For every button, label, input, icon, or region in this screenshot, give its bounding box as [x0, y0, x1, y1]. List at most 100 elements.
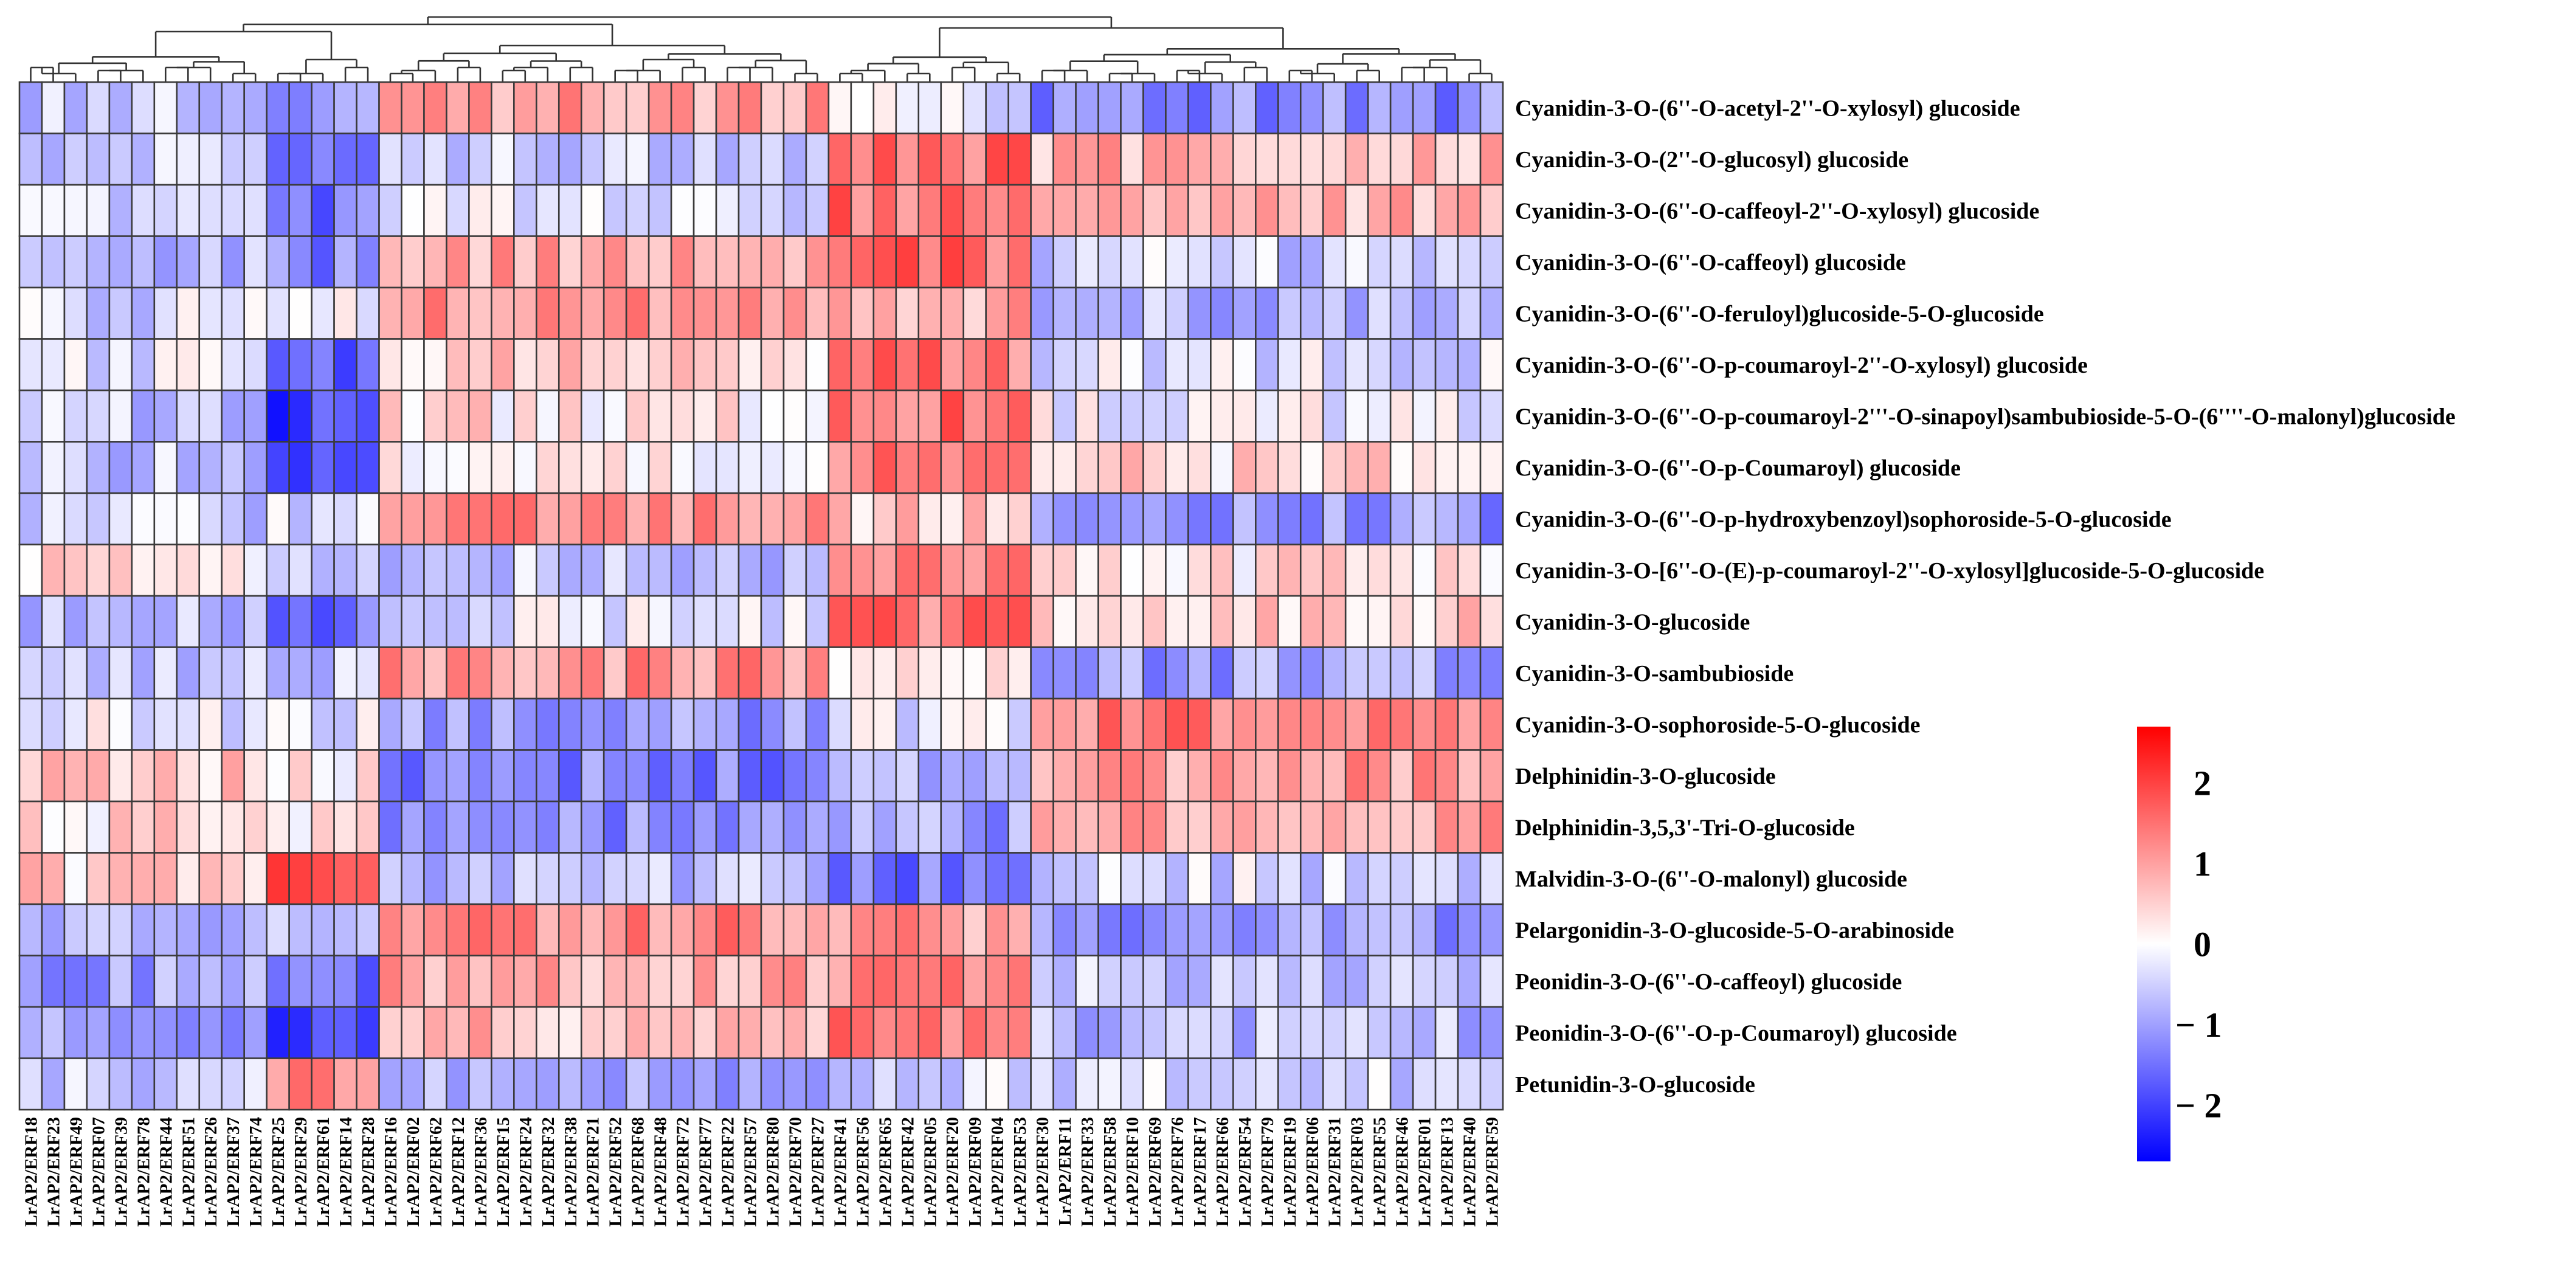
heatmap-cell [153, 338, 178, 392]
heatmap-cell [1322, 852, 1347, 905]
heatmap-cell [625, 133, 650, 186]
column-label: LrAP2/ERF28 [359, 1117, 378, 1226]
heatmap-cell [468, 852, 492, 905]
heatmap-cell [131, 492, 156, 545]
heatmap-cell [782, 389, 807, 443]
heatmap-cell [108, 133, 133, 186]
heatmap-cell [1434, 800, 1459, 854]
heatmap-cell [356, 235, 380, 289]
heatmap-cell [1457, 749, 1482, 803]
heatmap-cell [1030, 903, 1054, 956]
heatmap-cell [1075, 852, 1099, 905]
heatmap-cell [266, 697, 290, 751]
heatmap-cell [221, 646, 246, 700]
heatmap-cell [1007, 1057, 1032, 1111]
column-label: LrAP2/ERF33 [1078, 1117, 1097, 1226]
heatmap-cell [221, 1057, 246, 1111]
heatmap-cell [108, 595, 133, 648]
heatmap-cell [18, 1006, 43, 1059]
heatmap-cell [446, 492, 470, 545]
heatmap-cell [1075, 235, 1099, 289]
heatmap-cell [1344, 1006, 1369, 1059]
heatmap-cell [1120, 492, 1144, 545]
color-scale-tick: − 2 [2175, 1085, 2222, 1125]
row-label: Cyanidin-3-O-(6''-O-p-coumaroyl-2''-O-xy… [1515, 353, 2088, 378]
column-label: LrAP2/ERF68 [629, 1117, 648, 1226]
heatmap-cell [917, 544, 942, 597]
heatmap-cell [962, 646, 987, 700]
heatmap-cell [895, 852, 920, 905]
heatmap-cell [131, 749, 156, 803]
heatmap-cell [311, 235, 335, 289]
heatmap-cell [1097, 389, 1122, 443]
heatmap-cell [827, 544, 852, 597]
heatmap-cell [378, 286, 402, 340]
heatmap-cell [1255, 81, 1279, 134]
heatmap-cell [1434, 955, 1459, 1008]
heatmap-cell [1142, 1006, 1167, 1059]
heatmap-cell [1187, 1057, 1212, 1111]
heatmap-cell [1299, 955, 1324, 1008]
heatmap-cell [243, 646, 268, 700]
heatmap-cell [715, 852, 740, 905]
heatmap-cell [850, 441, 875, 494]
row-label: Cyanidin-3-O-sambubioside [1515, 661, 1794, 686]
heatmap-cell [41, 184, 66, 237]
heatmap-cell [1434, 1057, 1459, 1111]
column-label: LrAP2/ERF07 [89, 1117, 108, 1226]
heatmap-cell [1457, 800, 1482, 854]
heatmap-cell [670, 697, 695, 751]
heatmap-cell [1457, 697, 1482, 751]
heatmap-cell [243, 1057, 268, 1111]
heatmap-cell [311, 492, 335, 545]
heatmap-cell [1367, 235, 1392, 289]
heatmap-cell [917, 852, 942, 905]
heatmap-cell [1030, 81, 1054, 134]
heatmap-cell [872, 646, 897, 700]
heatmap-cell [1299, 646, 1324, 700]
heatmap-cell [1299, 389, 1324, 443]
heatmap-cell [1322, 800, 1347, 854]
heatmap-cell [468, 955, 492, 1008]
heatmap-cell [1255, 903, 1279, 956]
heatmap-cell [131, 133, 156, 186]
heatmap-cell [63, 1057, 88, 1111]
heatmap-cell [221, 338, 246, 392]
heatmap-cell [985, 81, 1009, 134]
heatmap-cell [1120, 235, 1144, 289]
column-label: LrAP2/ERF01 [1415, 1117, 1435, 1226]
heatmap-cell [491, 955, 515, 1008]
heatmap-cell [603, 81, 627, 134]
heatmap-cell [108, 286, 133, 340]
heatmap-cell [153, 441, 178, 494]
column-label: LrAP2/ERF20 [943, 1117, 962, 1226]
heatmap-cell [895, 955, 920, 1008]
heatmap-cell [850, 133, 875, 186]
heatmap-cell [513, 595, 537, 648]
heatmap-cell [805, 133, 830, 186]
heatmap-cell [603, 595, 627, 648]
heatmap-cell [1142, 184, 1167, 237]
heatmap-cell [558, 389, 582, 443]
heatmap-cell [1255, 133, 1279, 186]
heatmap-cell [782, 646, 807, 700]
heatmap-cell [266, 1057, 290, 1111]
heatmap-cell [311, 595, 335, 648]
column-label: LrAP2/ERF56 [853, 1117, 872, 1226]
heatmap-cell [1322, 184, 1347, 237]
heatmap-cell [1255, 697, 1279, 751]
heatmap-cell [243, 235, 268, 289]
heatmap-cell [580, 389, 605, 443]
heatmap-cell [378, 697, 402, 751]
heatmap-cell [760, 389, 785, 443]
heatmap-cell [940, 955, 965, 1008]
heatmap-cell [153, 235, 178, 289]
heatmap-cell [715, 81, 740, 134]
heatmap-cell [1299, 544, 1324, 597]
heatmap-cell [625, 749, 650, 803]
heatmap-cell [176, 852, 201, 905]
heatmap-cell [940, 852, 965, 905]
heatmap-cell [1412, 286, 1437, 340]
heatmap-cell [850, 235, 875, 289]
heatmap-cell [603, 286, 627, 340]
